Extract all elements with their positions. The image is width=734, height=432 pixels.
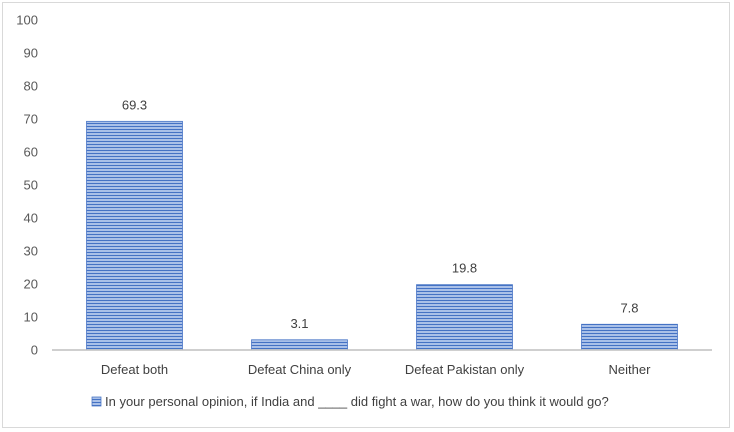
y-tick-label: 60 xyxy=(24,145,38,160)
y-axis-tick-labels: 0 10 20 30 40 50 60 70 80 90 100 xyxy=(16,13,38,358)
y-tick-label: 0 xyxy=(31,343,38,358)
x-category-label: Defeat Pakistan only xyxy=(405,362,525,377)
bar xyxy=(251,339,348,351)
bar-data-label: 3.1 xyxy=(290,316,308,331)
x-category-label: Defeat both xyxy=(101,362,168,377)
y-tick-label: 40 xyxy=(24,211,38,226)
x-category-label: Neither xyxy=(609,362,652,377)
legend-swatch xyxy=(91,396,102,407)
bar-data-label: 7.8 xyxy=(620,300,638,315)
bar-data-label: 19.8 xyxy=(452,261,477,276)
bars xyxy=(86,120,678,351)
y-tick-label: 80 xyxy=(24,79,38,94)
legend: In your personal opinion, if India and _… xyxy=(91,394,609,409)
y-tick-label: 70 xyxy=(24,112,38,127)
y-tick-label: 10 xyxy=(24,310,38,325)
bar-data-label: 69.3 xyxy=(122,97,147,112)
y-tick-label: 100 xyxy=(16,13,38,28)
bar xyxy=(86,120,183,351)
y-tick-label: 90 xyxy=(24,46,38,61)
y-tick-label: 20 xyxy=(24,277,38,292)
legend-label: In your personal opinion, if India and _… xyxy=(105,394,609,409)
bar xyxy=(581,323,678,351)
y-tick-label: 30 xyxy=(24,244,38,259)
y-tick-label: 50 xyxy=(24,178,38,193)
x-category-label: Defeat China only xyxy=(248,362,352,377)
data-labels: 69.3 3.1 19.8 7.8 xyxy=(122,97,639,330)
bar xyxy=(416,284,513,351)
x-axis-category-labels: Defeat both Defeat China only Defeat Pakis… xyxy=(101,362,651,377)
